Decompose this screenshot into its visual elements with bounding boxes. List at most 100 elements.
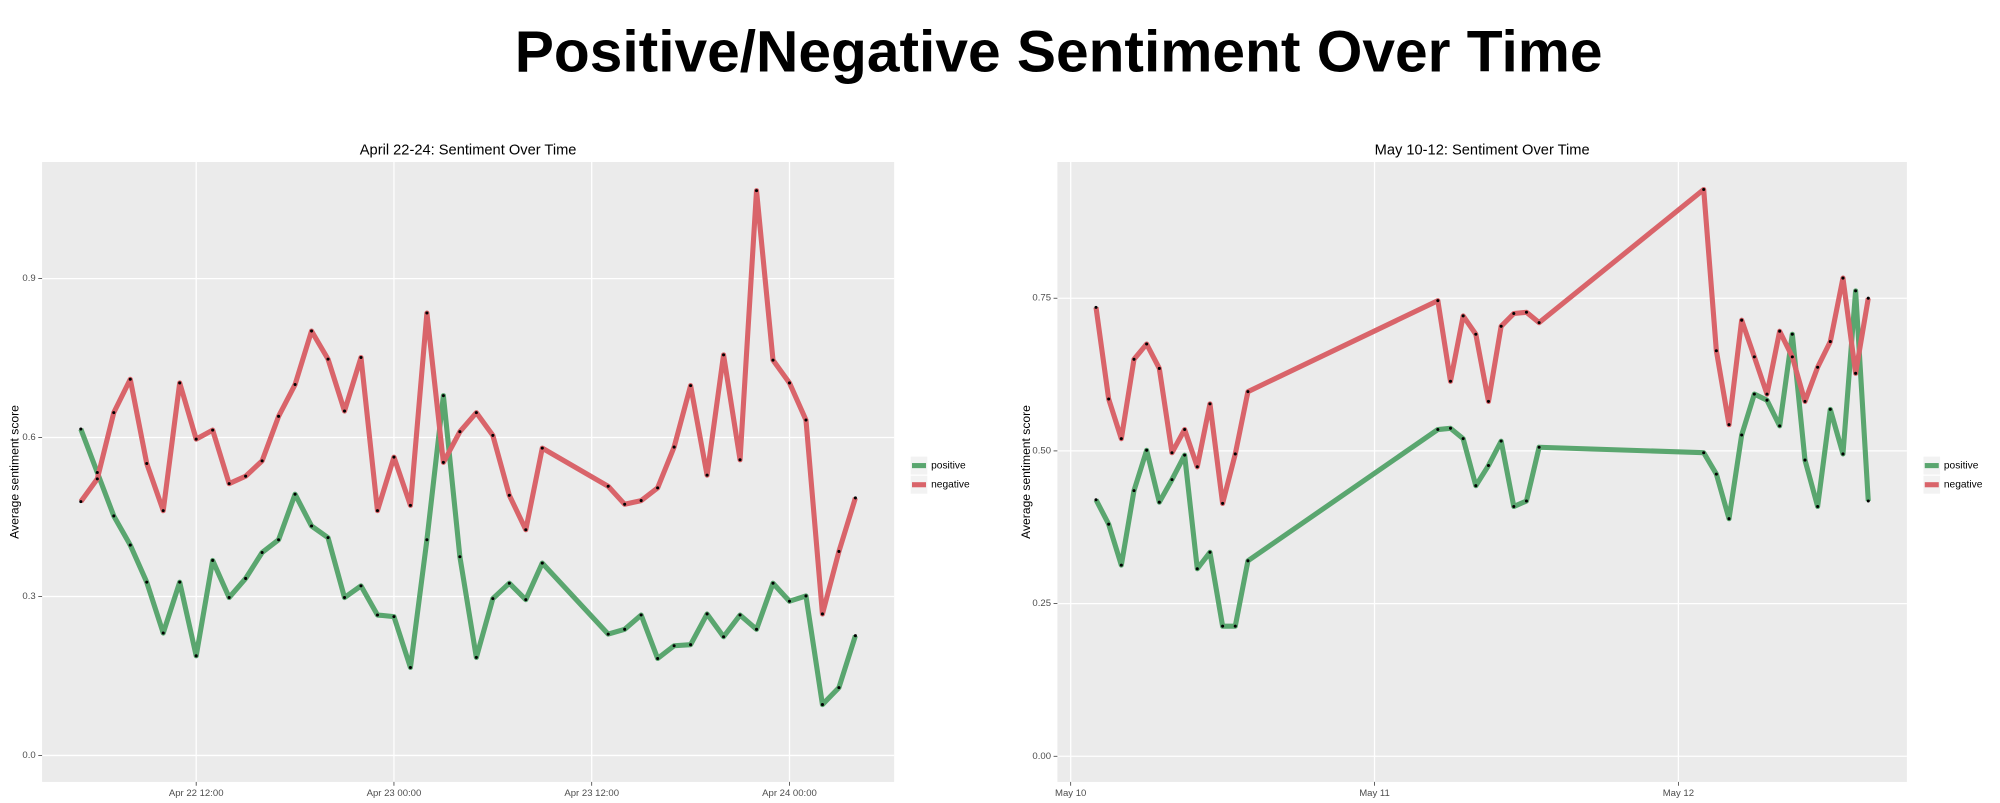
data-point [689,643,693,647]
data-point [293,383,297,387]
data-point [1524,499,1528,503]
data-point [1208,550,1212,554]
data-point [1499,439,1503,443]
data-point [1119,437,1123,441]
data-point [178,580,182,584]
data-point [425,311,429,315]
data-point [1854,371,1858,375]
data-point [95,477,99,481]
data-point [1752,392,1756,396]
data-point [1119,563,1123,567]
data-point [853,634,857,638]
data-point [1499,324,1503,328]
data-point [771,358,775,362]
x-tick-label: Apr 23 12:00 [564,788,619,799]
data-point [227,482,231,486]
data-point [540,561,544,565]
data-point [145,580,149,584]
data-point [639,499,643,503]
data-point [820,612,824,616]
legend-label: positive [931,460,966,471]
data-point [754,627,759,631]
y-tick-label: 0.00 [1032,751,1051,762]
data-point [1803,399,1807,403]
data-point [1790,332,1794,336]
data-point [1157,366,1161,370]
data-point [1765,398,1769,402]
data-point [1816,365,1820,369]
data-point [623,627,627,631]
data-point [277,414,281,418]
data-point [1866,499,1870,503]
data-point [1714,349,1718,353]
data-point [95,470,99,475]
data-point [1094,305,1098,309]
data-point [524,598,528,602]
data-point [474,411,478,415]
data-point [1183,453,1187,457]
data-point [244,474,248,478]
data-point [145,461,149,466]
x-tick-label: May 12 [1663,788,1694,799]
data-point [804,418,808,422]
data-point [1841,452,1845,456]
data-point [293,492,297,496]
data-point [1752,355,1756,359]
data-point [260,550,264,555]
data-point [260,459,264,463]
data-point [656,656,660,661]
data-point [1145,448,1149,452]
data-point [507,581,511,585]
data-point [227,596,231,600]
data-point [787,599,792,603]
y-tick-label: 0.75 [1032,293,1051,304]
data-point [524,528,528,532]
data-point [754,189,759,193]
data-point [1790,355,1794,359]
data-point [310,524,314,528]
data-point [1208,402,1212,406]
data-point [128,377,132,381]
data-point [408,503,412,507]
data-point [342,409,347,413]
data-point [1512,504,1516,509]
data-point [705,473,709,477]
data-point [1537,321,1541,325]
data-point [1221,624,1225,628]
data-point [441,394,445,398]
data-point [112,411,116,415]
data-point [244,576,248,580]
data-point [1107,522,1111,526]
legend-label: negative [1944,479,1983,490]
data-point [1866,296,1870,300]
data-point [1170,478,1174,482]
data-point [1854,289,1858,293]
data-point [804,594,808,598]
data-point [1474,484,1478,488]
y-tick-label: 0.9 [22,273,35,284]
data-point [1436,299,1440,303]
data-point [1221,501,1225,505]
data-point [1132,489,1136,493]
data-point [1461,437,1465,441]
data-point [1740,433,1744,437]
data-point [705,612,709,616]
data-point [79,427,83,431]
y-axis-label: Average sentiment score [8,405,22,539]
y-tick-label: 0.50 [1032,445,1051,456]
data-point [1233,452,1237,456]
data-point [672,445,676,449]
data-point [1714,472,1718,476]
data-point [458,555,462,559]
data-point [1448,426,1453,430]
data-point [441,460,445,464]
data-point [837,686,841,690]
data-point [1486,464,1491,468]
data-point [820,703,824,707]
data-point [623,502,627,506]
data-point [1803,458,1807,462]
data-point [326,357,330,361]
data-point [326,536,330,540]
data-point [194,437,198,441]
data-point [128,543,132,547]
